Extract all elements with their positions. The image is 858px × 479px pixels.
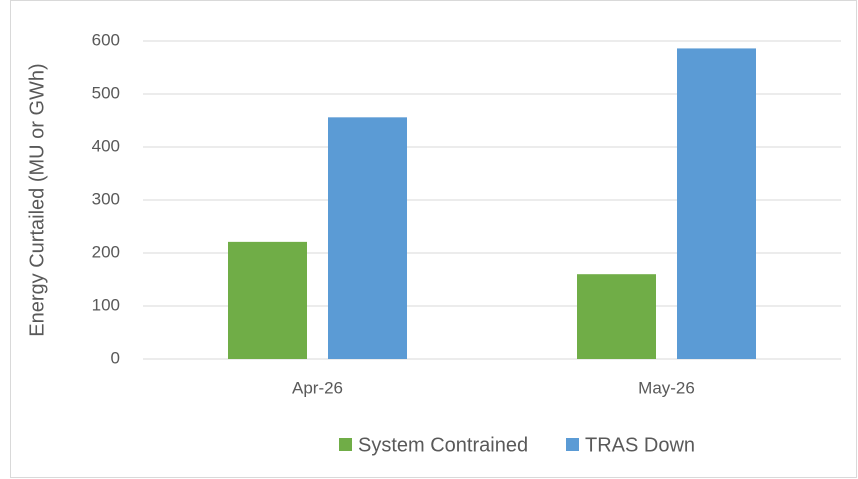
y-tick-label: 500 [92, 83, 120, 102]
y-axis-label: Energy Curtailed (MU or GWh) [26, 63, 48, 336]
x-tick-label: May-26 [638, 378, 695, 397]
y-tick-label: 200 [92, 242, 120, 261]
y-tick-label: 400 [92, 136, 120, 155]
legend-swatch [566, 438, 579, 451]
bar [228, 241, 307, 359]
legend-label: System Contrained [358, 434, 528, 456]
bar [677, 48, 756, 360]
legend-label: TRAS Down [585, 434, 695, 456]
y-tick-label: 100 [92, 295, 120, 314]
bar [328, 117, 407, 359]
legend-swatch [339, 438, 352, 451]
y-tick-label: 600 [92, 30, 120, 49]
y-tick-label: 0 [111, 348, 120, 367]
x-tick-label: Apr-26 [292, 378, 343, 397]
y-tick-label: 300 [92, 189, 120, 208]
bar [577, 274, 656, 359]
